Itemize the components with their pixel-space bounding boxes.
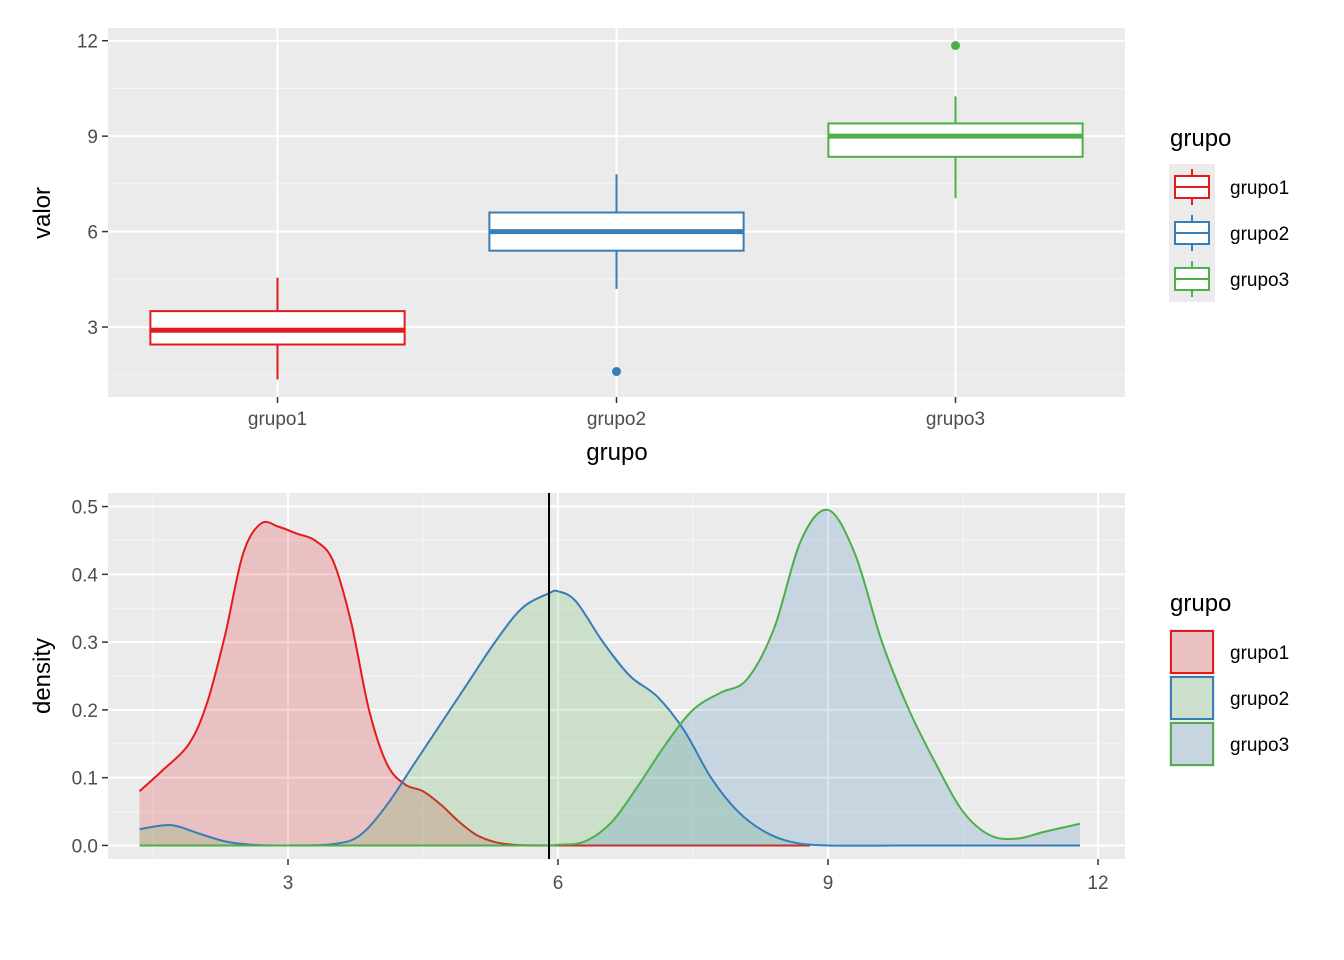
density-line	[139, 508, 1081, 847]
legend-key-grupo2	[1169, 675, 1215, 721]
y-tick-label: 0.4	[72, 565, 99, 586]
boxplot-panel: 3 6 9 12 grupo1 grupo2 grupo3 grupo valor	[29, 28, 1125, 466]
x-tick-label: 9	[823, 873, 834, 894]
density-area	[139, 590, 1080, 846]
x-tick-label: 3	[283, 873, 294, 894]
box-grupo2	[488, 174, 745, 377]
boxplot-legend: grupo grupo1 grupo2 grupo3	[1169, 125, 1289, 302]
y-tick-label: 0.5	[72, 498, 98, 519]
boxplot-legend-title: grupo	[1170, 125, 1231, 152]
y-tick-label: 12	[77, 32, 98, 53]
legend-label-grupo2: grupo2	[1230, 224, 1289, 245]
legend-key-grupo3	[1169, 721, 1215, 767]
density-area	[139, 509, 1080, 846]
boxplot-y-axis: 3 6 9 12	[77, 32, 108, 339]
box-grupo1	[149, 277, 406, 380]
density-y-axis-title: density	[29, 638, 56, 714]
boxplot-x-axis: grupo1 grupo2 grupo3	[248, 397, 985, 430]
legend-label-grupo1: grupo1	[1230, 643, 1289, 664]
legend-key-grupo3	[1174, 261, 1210, 297]
legend-swatch	[1170, 722, 1214, 766]
outlier-point	[612, 367, 621, 377]
density-legend: grupo grupo1 grupo2 grupo3	[1169, 590, 1289, 767]
legend-label-grupo3: grupo3	[1230, 270, 1289, 291]
legend-key-grupo2	[1174, 215, 1210, 251]
boxplot-y-axis-title: valor	[29, 187, 56, 239]
x-tick-label: grupo2	[587, 409, 646, 430]
legend-key-background	[1169, 721, 1215, 767]
y-tick-label: 9	[87, 127, 98, 148]
density-legend-title: grupo	[1170, 590, 1231, 617]
y-tick-label: 0.2	[72, 701, 98, 722]
outlier-point	[951, 40, 960, 50]
x-tick-label: 12	[1087, 873, 1108, 894]
x-tick-label: grupo1	[248, 409, 307, 430]
legend-label-grupo1: grupo1	[1230, 178, 1289, 199]
density-x-axis: 3 6 9 12	[283, 859, 1109, 894]
legend-key-background	[1169, 675, 1215, 721]
density-gridlines	[108, 493, 1125, 859]
y-tick-label: 3	[87, 318, 98, 339]
boxplot-x-axis-title: grupo	[586, 439, 647, 466]
density-y-axis: 0.0 0.1 0.2 0.3 0.4 0.5	[72, 498, 108, 857]
boxplot-marks	[149, 40, 1084, 380]
legend-label-grupo3: grupo3	[1230, 735, 1289, 756]
legend-key-grupo1	[1169, 629, 1215, 675]
y-tick-label: 0.3	[72, 633, 98, 654]
legend-swatch	[1170, 630, 1214, 674]
legend-swatch	[1170, 676, 1214, 720]
density-panel: 0.0 0.1 0.2 0.3 0.4 0.5 3 6 9 12 density	[29, 493, 1125, 894]
box-iqr	[827, 122, 1084, 158]
legend-label-grupo2: grupo2	[1230, 689, 1289, 710]
legend-key-background	[1169, 629, 1215, 675]
x-tick-label: 6	[553, 873, 564, 894]
box-grupo3	[827, 40, 1084, 199]
density-series-grupo3	[139, 508, 1081, 847]
y-tick-label: 0.0	[72, 836, 98, 857]
x-tick-label: grupo3	[926, 409, 985, 430]
density-area	[139, 521, 810, 846]
legend-key-grupo1	[1174, 169, 1210, 205]
density-marks	[138, 493, 1081, 859]
y-tick-label: 0.1	[72, 769, 98, 790]
y-tick-label: 6	[87, 223, 98, 244]
